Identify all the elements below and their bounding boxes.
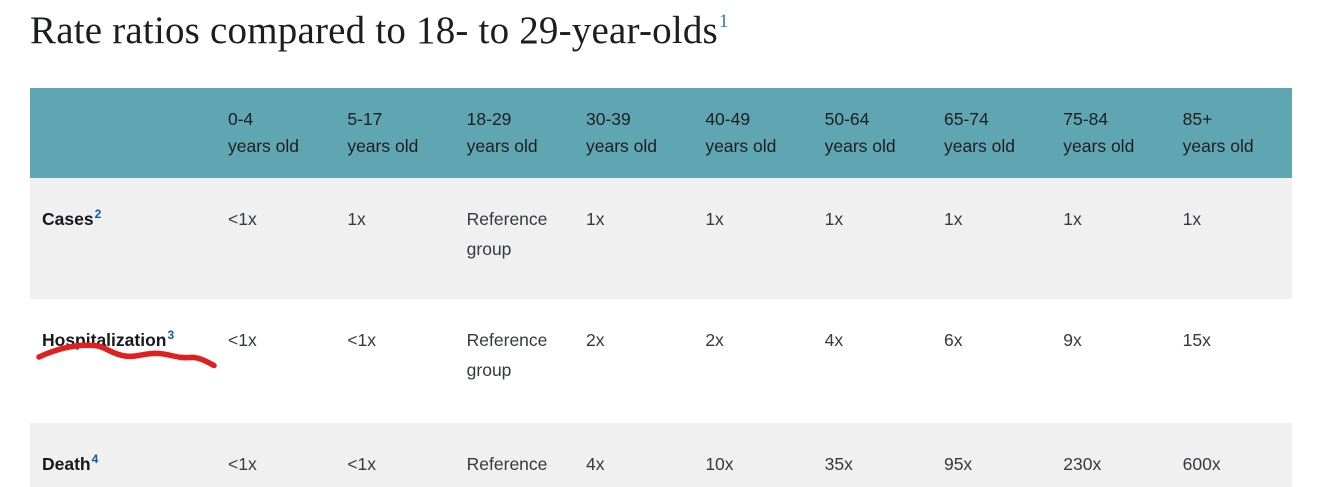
row-label-text: Hospitalization — [42, 330, 167, 350]
cell-death-18-29: Reference group — [466, 454, 548, 487]
column-header-18-29: 18-29 years old — [457, 106, 576, 160]
column-header-85plus: 85+ years old — [1173, 106, 1292, 160]
table-row-cases: Cases2 <1x 1x Reference group 1x 1x 1x 1… — [30, 178, 1292, 299]
age-suffix: years old — [705, 136, 777, 156]
age-suffix: years old — [1063, 136, 1135, 156]
cell-death-40-49: 10x — [705, 454, 734, 474]
age-suffix: years old — [347, 136, 419, 156]
row-label-death: Death4 — [30, 449, 218, 487]
column-header-40-49: 40-49 years old — [695, 106, 814, 160]
title-footnote-link[interactable]: 1 — [718, 11, 729, 32]
cell-death-30-39: 4x — [585, 454, 605, 474]
column-header-30-39: 30-39 years old — [576, 106, 695, 160]
cell-cases-75-84: 1x — [1063, 209, 1082, 229]
page-title-text: Rate ratios compared to 18- to 29-year-o… — [30, 9, 718, 52]
age-range: 50-64 — [824, 109, 870, 129]
cell-hosp-0-4: <1x — [228, 330, 257, 350]
age-suffix: years old — [585, 136, 657, 156]
age-range: 40-49 — [705, 109, 751, 129]
cell-cases-0-4: <1x — [228, 209, 257, 229]
footnote-link-cases[interactable]: 2 — [94, 207, 102, 221]
row-label-text: Death — [42, 454, 91, 474]
age-range: 30-39 — [585, 109, 631, 129]
table-row-hospitalization: Hospitalization3 <1x <1x Reference group… — [30, 299, 1292, 423]
cell-hosp-5-17: <1x — [347, 330, 377, 350]
cell-cases-5-17: 1x — [347, 209, 366, 229]
cell-hosp-18-29: Reference group — [466, 330, 548, 380]
age-range: 85+ — [1182, 109, 1213, 129]
column-header-75-84: 75-84 years old — [1053, 106, 1172, 160]
cell-cases-85plus: 1x — [1182, 209, 1202, 229]
cell-death-85plus: 600x — [1182, 454, 1221, 474]
age-range: 65-74 — [943, 109, 989, 129]
age-suffix: years old — [824, 136, 896, 156]
cell-hosp-50-64: 4x — [824, 330, 844, 350]
cell-death-0-4: <1x — [228, 454, 257, 474]
footnote-link-death[interactable]: 4 — [91, 452, 99, 466]
age-range: 5-17 — [347, 109, 383, 129]
cell-death-75-84: 230x — [1063, 454, 1102, 474]
column-header-50-64: 50-64 years old — [815, 106, 934, 160]
cell-cases-30-39: 1x — [585, 209, 605, 229]
row-label-text: Cases — [42, 209, 94, 229]
column-header-65-74: 65-74 years old — [934, 106, 1053, 160]
cell-cases-40-49: 1x — [705, 209, 724, 229]
column-header-0-4: 0-4 years old — [218, 106, 337, 160]
rate-ratios-table: 0-4 years old 5-17 years old 18-29 years… — [30, 88, 1292, 487]
row-label-cases: Cases2 — [30, 204, 218, 299]
age-range: 18-29 — [466, 109, 512, 129]
cell-cases-18-29: Reference group — [466, 209, 548, 259]
cell-death-65-74: 95x — [943, 454, 973, 474]
footnote-link-hospitalization[interactable]: 3 — [167, 328, 175, 342]
cell-hosp-65-74: 6x — [943, 330, 963, 350]
column-header-5-17: 5-17 years old — [337, 106, 456, 160]
cell-hosp-40-49: 2x — [705, 330, 724, 350]
page-title: Rate ratios compared to 18- to 29-year-o… — [30, 6, 728, 57]
age-suffix: years old — [228, 136, 300, 156]
cell-hosp-30-39: 2x — [585, 330, 605, 350]
cell-hosp-85plus: 15x — [1182, 330, 1211, 350]
table-header-row: 0-4 years old 5-17 years old 18-29 years… — [30, 88, 1292, 178]
cell-cases-50-64: 1x — [824, 209, 844, 229]
age-suffix: years old — [943, 136, 1015, 156]
cell-death-5-17: <1x — [347, 454, 377, 474]
table-row-death: Death4 <1x <1x Reference group 4x 10x 35… — [30, 423, 1292, 487]
age-range: 0-4 — [228, 109, 254, 129]
age-range: 75-84 — [1063, 109, 1109, 129]
age-suffix: years old — [1182, 136, 1254, 156]
cell-hosp-75-84: 9x — [1063, 330, 1082, 350]
cell-death-50-64: 35x — [824, 454, 853, 474]
cell-cases-65-74: 1x — [943, 209, 963, 229]
row-label-hospitalization: Hospitalization3 — [30, 325, 218, 423]
age-suffix: years old — [466, 136, 538, 156]
